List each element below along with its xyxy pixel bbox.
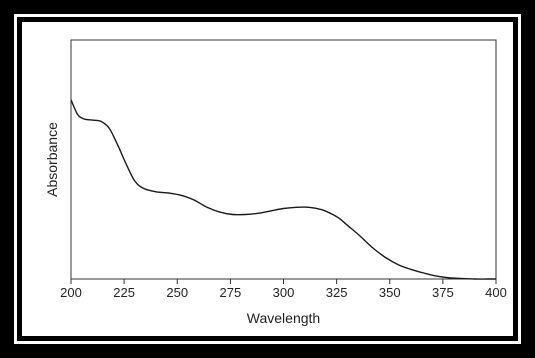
x-tick-label: 350 xyxy=(379,285,401,300)
y-axis-title: Absorbance xyxy=(44,122,60,197)
x-tick-label: 250 xyxy=(166,285,188,300)
x-tick-label: 375 xyxy=(432,285,454,300)
x-tick-label: 325 xyxy=(326,285,348,300)
x-tick-label: 400 xyxy=(485,285,507,300)
x-tick-label: 275 xyxy=(220,285,242,300)
x-tick-label: 200 xyxy=(60,285,82,300)
chart-panel xyxy=(22,22,513,336)
x-tick-label: 300 xyxy=(273,285,295,300)
absorbance-line xyxy=(70,99,496,280)
x-tick-label: 225 xyxy=(113,285,135,300)
plot-area xyxy=(70,39,497,280)
x-axis-ticks: 200 225 250 275 300 325 350 375 400 xyxy=(60,279,507,300)
x-axis-title: Wavelength xyxy=(247,310,320,326)
